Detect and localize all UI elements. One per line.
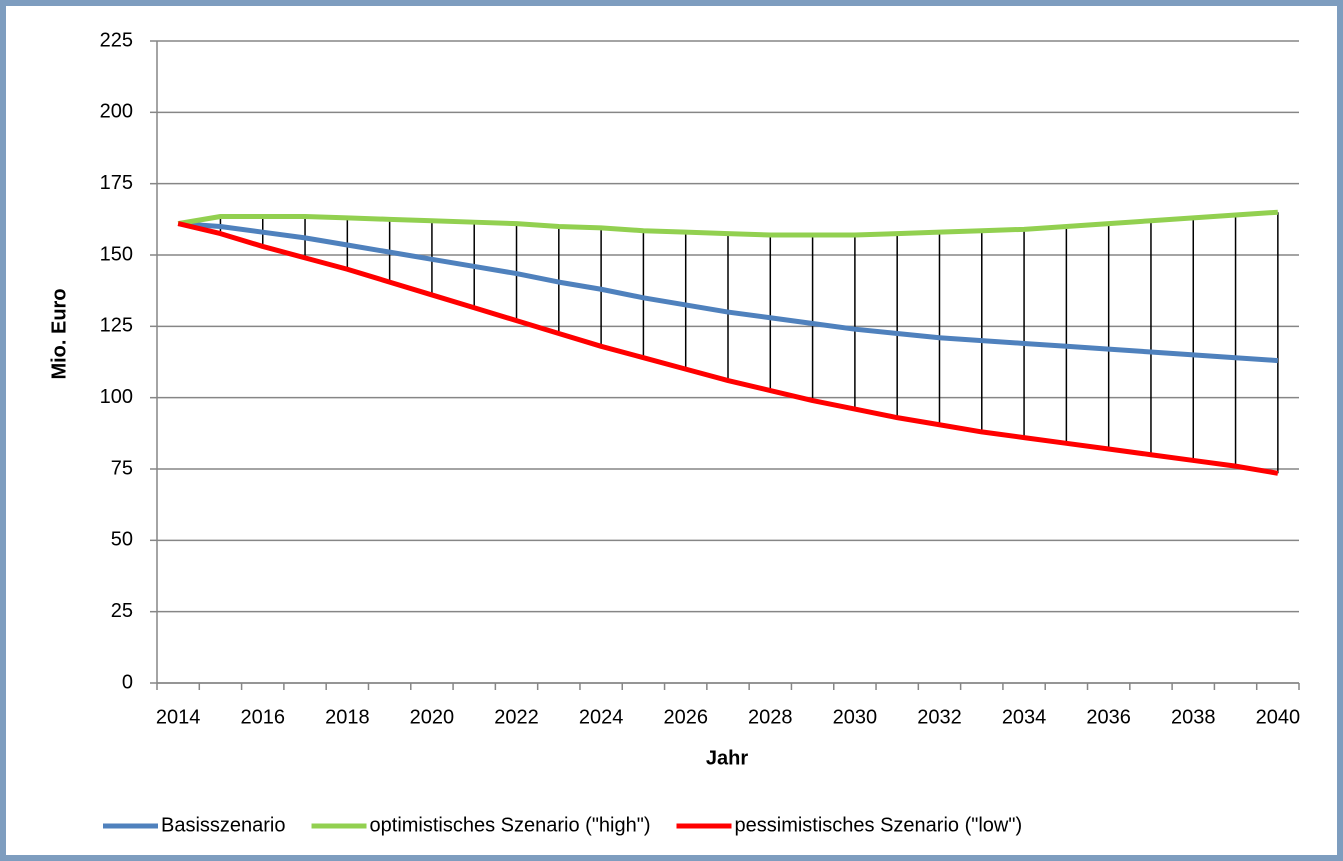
y-tick-label: 0 bbox=[122, 671, 133, 693]
x-tick-label: 2032 bbox=[917, 706, 962, 728]
series-line bbox=[177, 221, 1279, 364]
x-tick-label: 2026 bbox=[663, 706, 708, 728]
x-tick-label: 2020 bbox=[410, 706, 455, 728]
x-tick-label: 2024 bbox=[579, 706, 624, 728]
y-tick-label: 175 bbox=[100, 172, 133, 194]
x-tick-label: 2030 bbox=[833, 706, 878, 728]
x-tick-label: 2034 bbox=[1002, 706, 1047, 728]
x-tick-label: 2038 bbox=[1171, 706, 1216, 728]
x-tick-label: 2022 bbox=[494, 706, 539, 728]
y-tick-label: 150 bbox=[100, 243, 133, 265]
x-tick-label: 2036 bbox=[1086, 706, 1131, 728]
x-axis-title: Jahr bbox=[706, 747, 748, 769]
x-tick-label: 2016 bbox=[240, 706, 285, 728]
y-tick-label: 225 bbox=[100, 29, 133, 51]
y-tick-label: 100 bbox=[100, 386, 133, 408]
y-tick-label: 75 bbox=[111, 457, 133, 479]
legend-label: Basisszenario bbox=[161, 814, 286, 836]
legend-label: optimistisches Szenario ("high") bbox=[370, 814, 651, 836]
x-tick-label: 2028 bbox=[748, 706, 793, 728]
x-tick-label: 2018 bbox=[325, 706, 370, 728]
y-tick-label: 200 bbox=[100, 101, 133, 123]
y-tick-label: 125 bbox=[100, 315, 133, 337]
y-tick-label: 25 bbox=[111, 600, 133, 622]
x-tick-label: 2040 bbox=[1256, 706, 1301, 728]
y-tick-label: 50 bbox=[111, 529, 133, 551]
series-line bbox=[177, 221, 1279, 476]
series-line bbox=[177, 209, 1279, 238]
y-axis-title: Mio. Euro bbox=[48, 288, 70, 379]
x-tick-label: 2014 bbox=[156, 706, 201, 728]
legend-label: pessimistisches Szenario ("low") bbox=[735, 814, 1023, 836]
